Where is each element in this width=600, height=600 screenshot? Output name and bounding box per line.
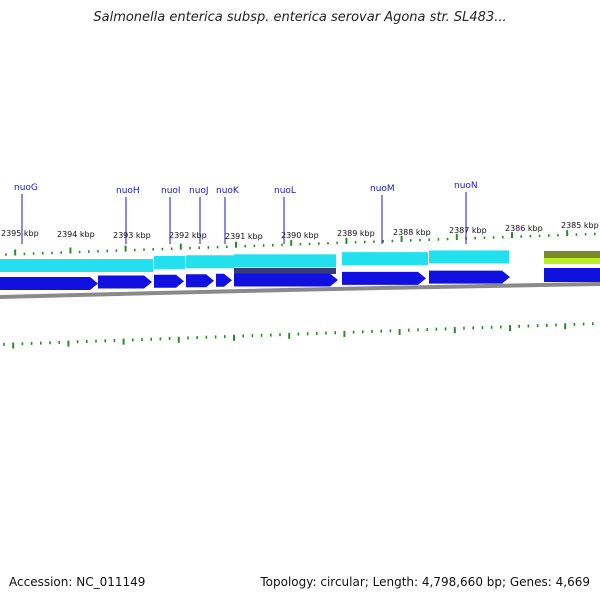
overlap-bar bbox=[234, 268, 336, 274]
gene-labels: nuoG nuoH nuoI nuoJ nuoK nuoL nuoM nuoN bbox=[14, 181, 478, 244]
gene-arrow bbox=[98, 275, 152, 289]
gene-band-segment bbox=[154, 255, 185, 269]
gene-label: nuoL bbox=[274, 186, 296, 196]
backbone-line bbox=[0, 282, 600, 299]
gene-arrow bbox=[544, 268, 600, 282]
scale-label: 2387 kbp bbox=[449, 226, 487, 235]
scale-label: 2391 kbp bbox=[225, 232, 263, 241]
gene-arrow bbox=[342, 271, 426, 285]
scale-label: 2393 kbp bbox=[113, 231, 151, 240]
gene-label: nuoI bbox=[161, 186, 181, 196]
scale-label: 2392 kbp bbox=[169, 231, 207, 240]
gene-arrow bbox=[154, 274, 184, 288]
gene-label: nuoG bbox=[14, 183, 38, 193]
olive-band bbox=[544, 251, 600, 258]
gene-label: nuoJ bbox=[189, 186, 209, 196]
scale-label: 2389 kbp bbox=[337, 229, 375, 238]
gene-label: nuoK bbox=[216, 186, 240, 196]
gene-arrow bbox=[234, 273, 338, 287]
gene-label: nuoH bbox=[116, 186, 140, 196]
gene-label: nuoM bbox=[370, 184, 395, 194]
scale-label: 2388 kbp bbox=[393, 228, 431, 237]
gene-arrow-track bbox=[0, 268, 600, 290]
gene-band-segment bbox=[186, 255, 234, 269]
gene-band-track bbox=[0, 250, 600, 274]
scale-label: 2390 kbp bbox=[281, 231, 319, 240]
map-title: Salmonella enterica subsp. enterica sero… bbox=[93, 10, 507, 25]
scale-label: 2386 kbp bbox=[505, 224, 543, 233]
gene-arrow bbox=[216, 273, 232, 287]
gene-band-segment bbox=[429, 250, 509, 264]
scale-labels: 2395 kbp 2394 kbp 2393 kbp 2392 kbp 2391 kbp… bbox=[1, 221, 599, 241]
gene-band-segment bbox=[234, 254, 336, 268]
gene-arrow bbox=[429, 270, 510, 284]
gene-label: nuoN bbox=[454, 181, 478, 191]
scale-label: 2394 kbp bbox=[57, 230, 95, 239]
lime-band bbox=[544, 258, 600, 264]
gene-band-segment bbox=[0, 259, 153, 272]
scale-label: 2385 kbp bbox=[561, 221, 599, 230]
gene-arrow bbox=[186, 274, 214, 288]
upper-tick-ring bbox=[5, 230, 596, 256]
lower-tick-ring bbox=[3, 322, 594, 349]
genome-summary: Topology: circular; Length: 4,798,660 bp… bbox=[260, 575, 590, 589]
gene-band-segment bbox=[342, 252, 428, 266]
scale-label: 2395 kbp bbox=[1, 229, 39, 238]
gene-arrow bbox=[0, 277, 98, 290]
accession-label: Accession: NC_011149 bbox=[9, 575, 146, 589]
